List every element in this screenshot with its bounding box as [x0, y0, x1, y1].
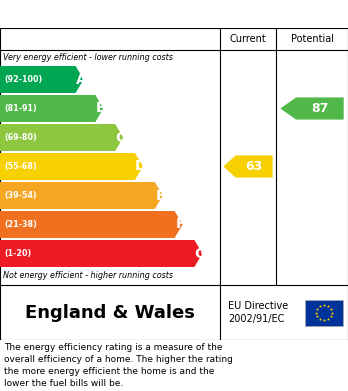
Text: Energy Efficiency Rating: Energy Efficiency Rating — [73, 7, 275, 22]
Text: F: F — [175, 217, 185, 231]
Text: Current: Current — [230, 34, 266, 44]
Text: D: D — [135, 160, 147, 174]
Polygon shape — [0, 182, 163, 209]
Text: The energy efficiency rating is a measure of the
overall efficiency of a home. T: The energy efficiency rating is a measur… — [4, 343, 233, 388]
Text: 87: 87 — [311, 102, 329, 115]
Text: (69-80): (69-80) — [4, 133, 37, 142]
Text: G: G — [194, 246, 206, 260]
Text: Very energy efficient - lower running costs: Very energy efficient - lower running co… — [3, 54, 173, 63]
Text: (81-91): (81-91) — [4, 104, 37, 113]
Text: (55-68): (55-68) — [4, 162, 37, 171]
Polygon shape — [0, 211, 183, 238]
Polygon shape — [0, 124, 123, 151]
Polygon shape — [0, 240, 203, 267]
Polygon shape — [223, 156, 272, 178]
Text: C: C — [116, 131, 126, 145]
Text: Potential: Potential — [291, 34, 333, 44]
Text: (39-54): (39-54) — [4, 191, 37, 200]
Text: (21-38): (21-38) — [4, 220, 37, 229]
Text: Not energy efficient - higher running costs: Not energy efficient - higher running co… — [3, 271, 173, 280]
Text: England & Wales: England & Wales — [25, 303, 195, 321]
Polygon shape — [280, 97, 344, 120]
Text: (1-20): (1-20) — [4, 249, 31, 258]
Bar — [305, 300, 343, 325]
Polygon shape — [0, 66, 84, 93]
Text: E: E — [156, 188, 165, 203]
Polygon shape — [0, 95, 103, 122]
Text: A: A — [76, 72, 87, 86]
Text: (92-100): (92-100) — [4, 75, 42, 84]
Text: EU Directive
2002/91/EC: EU Directive 2002/91/EC — [228, 301, 288, 324]
Text: B: B — [96, 102, 106, 115]
Text: 63: 63 — [246, 160, 263, 173]
Polygon shape — [0, 153, 143, 180]
